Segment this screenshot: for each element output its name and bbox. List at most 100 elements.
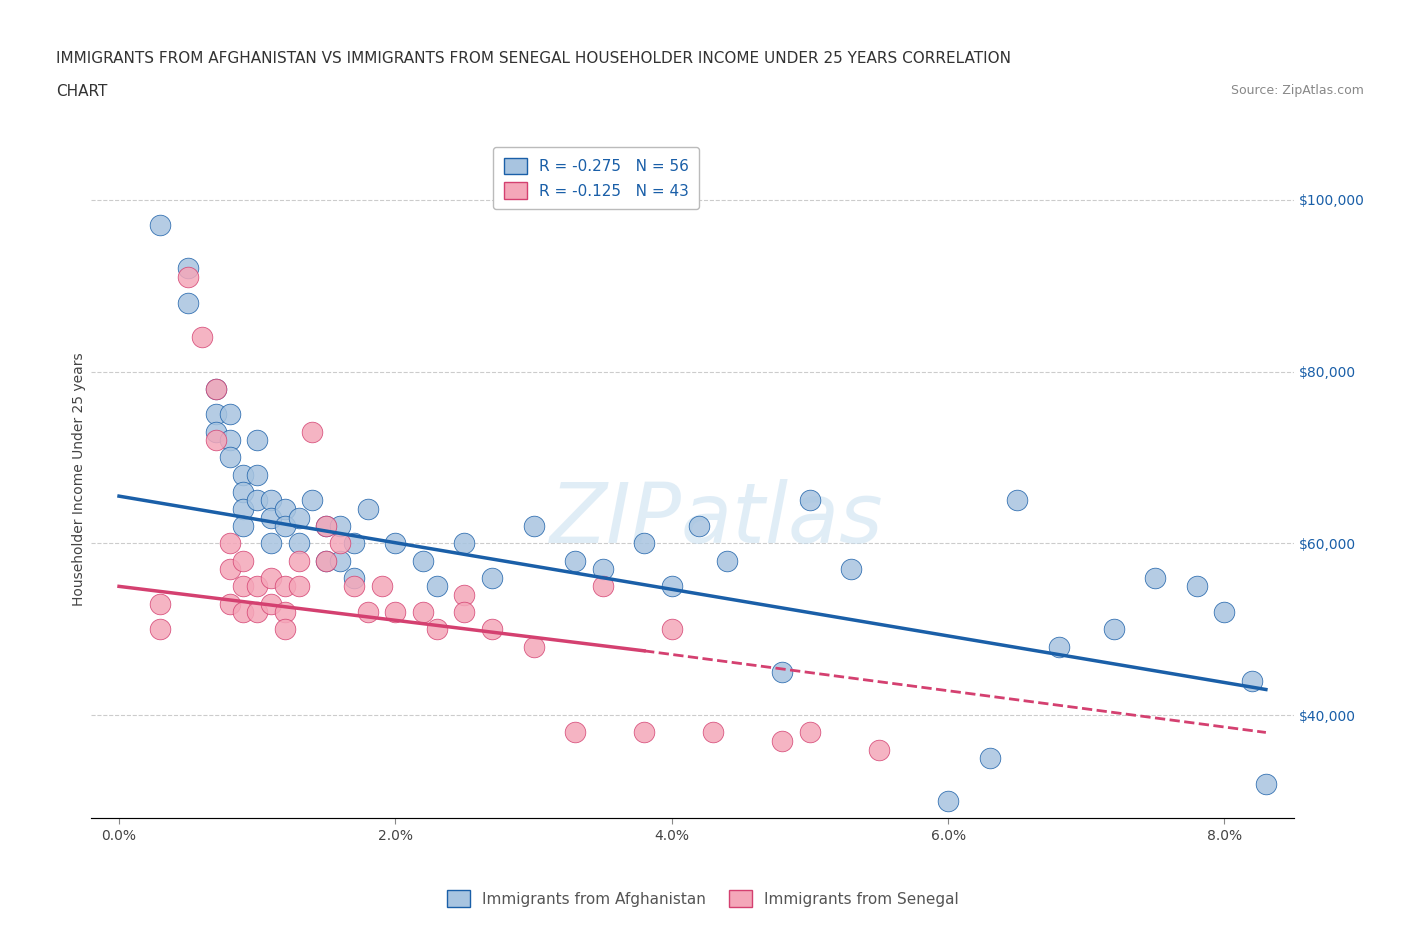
Point	[343, 579, 366, 594]
Point	[260, 570, 283, 585]
Point	[564, 553, 586, 568]
Point	[232, 467, 254, 482]
Point	[481, 570, 503, 585]
Point	[218, 536, 240, 551]
Point	[287, 511, 309, 525]
Point	[287, 579, 309, 594]
Point	[191, 330, 214, 345]
Point	[1144, 570, 1167, 585]
Point	[274, 622, 297, 637]
Point	[841, 562, 863, 577]
Point	[702, 725, 724, 740]
Point	[301, 493, 323, 508]
Point	[177, 261, 200, 276]
Point	[218, 562, 240, 577]
Legend: R = -0.275   N = 56, R = -0.125   N = 43: R = -0.275 N = 56, R = -0.125 N = 43	[494, 147, 700, 209]
Point	[633, 725, 655, 740]
Point	[246, 579, 269, 594]
Text: ZIPatlas: ZIPatlas	[550, 479, 883, 560]
Point	[770, 665, 793, 680]
Point	[1102, 622, 1125, 637]
Text: IMMIGRANTS FROM AFGHANISTAN VS IMMIGRANTS FROM SENEGAL HOUSEHOLDER INCOME UNDER : IMMIGRANTS FROM AFGHANISTAN VS IMMIGRANT…	[56, 51, 1011, 66]
Point	[688, 519, 710, 534]
Point	[661, 622, 683, 637]
Point	[260, 596, 283, 611]
Point	[564, 725, 586, 740]
Point	[1213, 604, 1236, 619]
Point	[716, 553, 738, 568]
Point	[315, 553, 337, 568]
Point	[1254, 777, 1277, 791]
Legend: Immigrants from Afghanistan, Immigrants from Senegal: Immigrants from Afghanistan, Immigrants …	[441, 884, 965, 913]
Point	[343, 536, 366, 551]
Point	[287, 553, 309, 568]
Point	[1005, 493, 1028, 508]
Point	[246, 604, 269, 619]
Point	[260, 536, 283, 551]
Point	[357, 501, 380, 516]
Point	[204, 381, 226, 396]
Point	[384, 604, 406, 619]
Point	[232, 579, 254, 594]
Y-axis label: Householder Income Under 25 years: Householder Income Under 25 years	[72, 352, 86, 605]
Point	[522, 639, 544, 654]
Point	[412, 604, 434, 619]
Point	[274, 519, 297, 534]
Point	[274, 579, 297, 594]
Point	[232, 604, 254, 619]
Point	[799, 493, 821, 508]
Point	[301, 424, 323, 439]
Point	[770, 734, 793, 749]
Point	[329, 519, 352, 534]
Point	[149, 218, 172, 232]
Point	[218, 407, 240, 422]
Point	[218, 596, 240, 611]
Point	[274, 501, 297, 516]
Point	[232, 501, 254, 516]
Point	[522, 519, 544, 534]
Text: Source: ZipAtlas.com: Source: ZipAtlas.com	[1230, 84, 1364, 97]
Point	[799, 725, 821, 740]
Point	[592, 562, 614, 577]
Point	[204, 407, 226, 422]
Point	[232, 519, 254, 534]
Point	[218, 432, 240, 447]
Point	[149, 596, 172, 611]
Point	[453, 588, 475, 603]
Point	[287, 536, 309, 551]
Point	[426, 579, 449, 594]
Point	[232, 485, 254, 499]
Point	[357, 604, 380, 619]
Point	[412, 553, 434, 568]
Point	[177, 270, 200, 285]
Point	[1241, 673, 1264, 688]
Point	[453, 536, 475, 551]
Point	[661, 579, 683, 594]
Point	[260, 511, 283, 525]
Point	[246, 467, 269, 482]
Point	[384, 536, 406, 551]
Point	[246, 493, 269, 508]
Point	[149, 622, 172, 637]
Point	[177, 296, 200, 311]
Point	[1185, 579, 1208, 594]
Point	[329, 536, 352, 551]
Point	[481, 622, 503, 637]
Point	[633, 536, 655, 551]
Point	[592, 579, 614, 594]
Point	[453, 604, 475, 619]
Point	[936, 794, 959, 809]
Point	[274, 604, 297, 619]
Point	[315, 519, 337, 534]
Point	[315, 553, 337, 568]
Point	[218, 450, 240, 465]
Point	[868, 742, 890, 757]
Point	[315, 519, 337, 534]
Point	[329, 553, 352, 568]
Point	[260, 493, 283, 508]
Point	[343, 570, 366, 585]
Text: CHART: CHART	[56, 84, 108, 99]
Point	[1047, 639, 1070, 654]
Point	[204, 432, 226, 447]
Point	[204, 381, 226, 396]
